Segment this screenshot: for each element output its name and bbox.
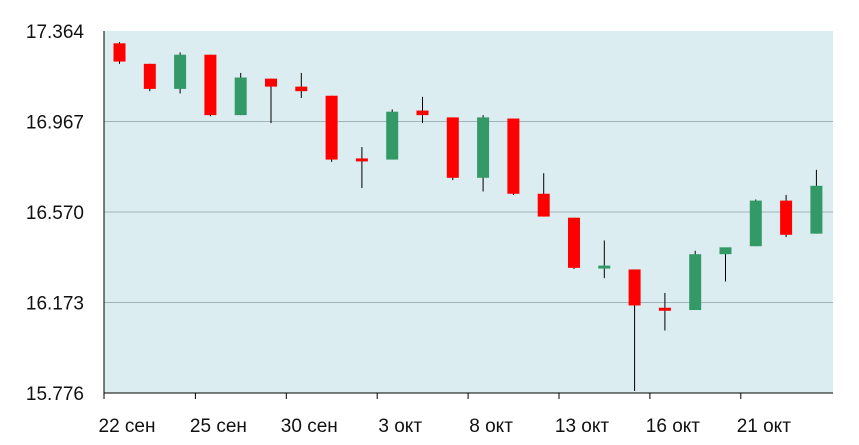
x-tick-label: 3 окт	[378, 416, 422, 437]
candle-body	[810, 185, 823, 234]
candle-body	[689, 254, 702, 311]
candle-body	[234, 77, 247, 116]
candle	[234, 72, 247, 116]
candle	[749, 199, 762, 247]
candle	[355, 147, 368, 189]
x-tick-label: 16 окт	[646, 416, 701, 437]
candle	[446, 117, 459, 181]
candle-body	[265, 78, 277, 87]
x-tick-marks	[103, 393, 742, 399]
candle	[265, 78, 277, 124]
candle	[143, 63, 156, 92]
x-tick-labels: 22 сен 25 сен 30 сен 3 окт 8 окт 13 окт 16 окт…	[99, 416, 792, 437]
candle-body	[598, 265, 611, 269]
x-tick-label: 30 сен	[281, 416, 338, 437]
candle-body	[628, 269, 641, 306]
candle	[295, 72, 308, 99]
candle	[174, 52, 187, 94]
candle	[537, 173, 550, 217]
candles	[113, 42, 823, 391]
candle	[477, 115, 490, 192]
candle-body	[204, 54, 217, 116]
x-tick-label: 13 окт	[555, 416, 610, 437]
candle-body	[537, 193, 550, 217]
candle	[658, 292, 671, 331]
candle	[204, 54, 217, 117]
y-tick-label: 17.364	[26, 22, 85, 43]
y-tick-labels: 17.364 16.967 16.570 16.173 15.776	[26, 22, 85, 405]
candle	[416, 96, 429, 124]
candle-body	[113, 43, 126, 62]
candle	[689, 250, 702, 311]
y-tick-label: 16.967	[26, 113, 84, 134]
y-tick-label: 16.173	[26, 294, 84, 315]
candle-body	[355, 158, 368, 162]
candle	[628, 269, 641, 391]
x-tick-label: 8 окт	[469, 416, 513, 437]
x-tick-label: 21 окт	[737, 416, 792, 437]
candle-body	[386, 111, 399, 160]
candle	[780, 194, 793, 238]
candle-body	[658, 307, 671, 311]
candle-body	[295, 86, 308, 92]
candle-body	[477, 117, 490, 178]
candle-body	[174, 54, 187, 89]
x-tick-label: 25 сен	[190, 416, 247, 437]
candle	[386, 109, 399, 160]
candle-body	[416, 110, 429, 116]
candle-body	[446, 117, 459, 178]
candle-body	[780, 200, 793, 235]
candle	[507, 118, 520, 195]
candle-body	[568, 217, 580, 268]
y-tick-label: 15.776	[26, 384, 84, 405]
candle	[568, 217, 580, 269]
y-tick-label: 16.570	[26, 203, 84, 224]
candle	[719, 247, 732, 282]
candle	[113, 42, 126, 64]
candle-body	[507, 118, 520, 194]
candle	[598, 240, 611, 279]
gridlines	[104, 121, 833, 303]
candle-body	[143, 63, 156, 89]
candle-body	[325, 95, 338, 160]
x-tick-label: 22 сен	[99, 416, 156, 437]
candle-body	[749, 200, 762, 247]
candle	[325, 95, 338, 162]
candle-body	[719, 247, 732, 255]
candle	[810, 169, 823, 234]
